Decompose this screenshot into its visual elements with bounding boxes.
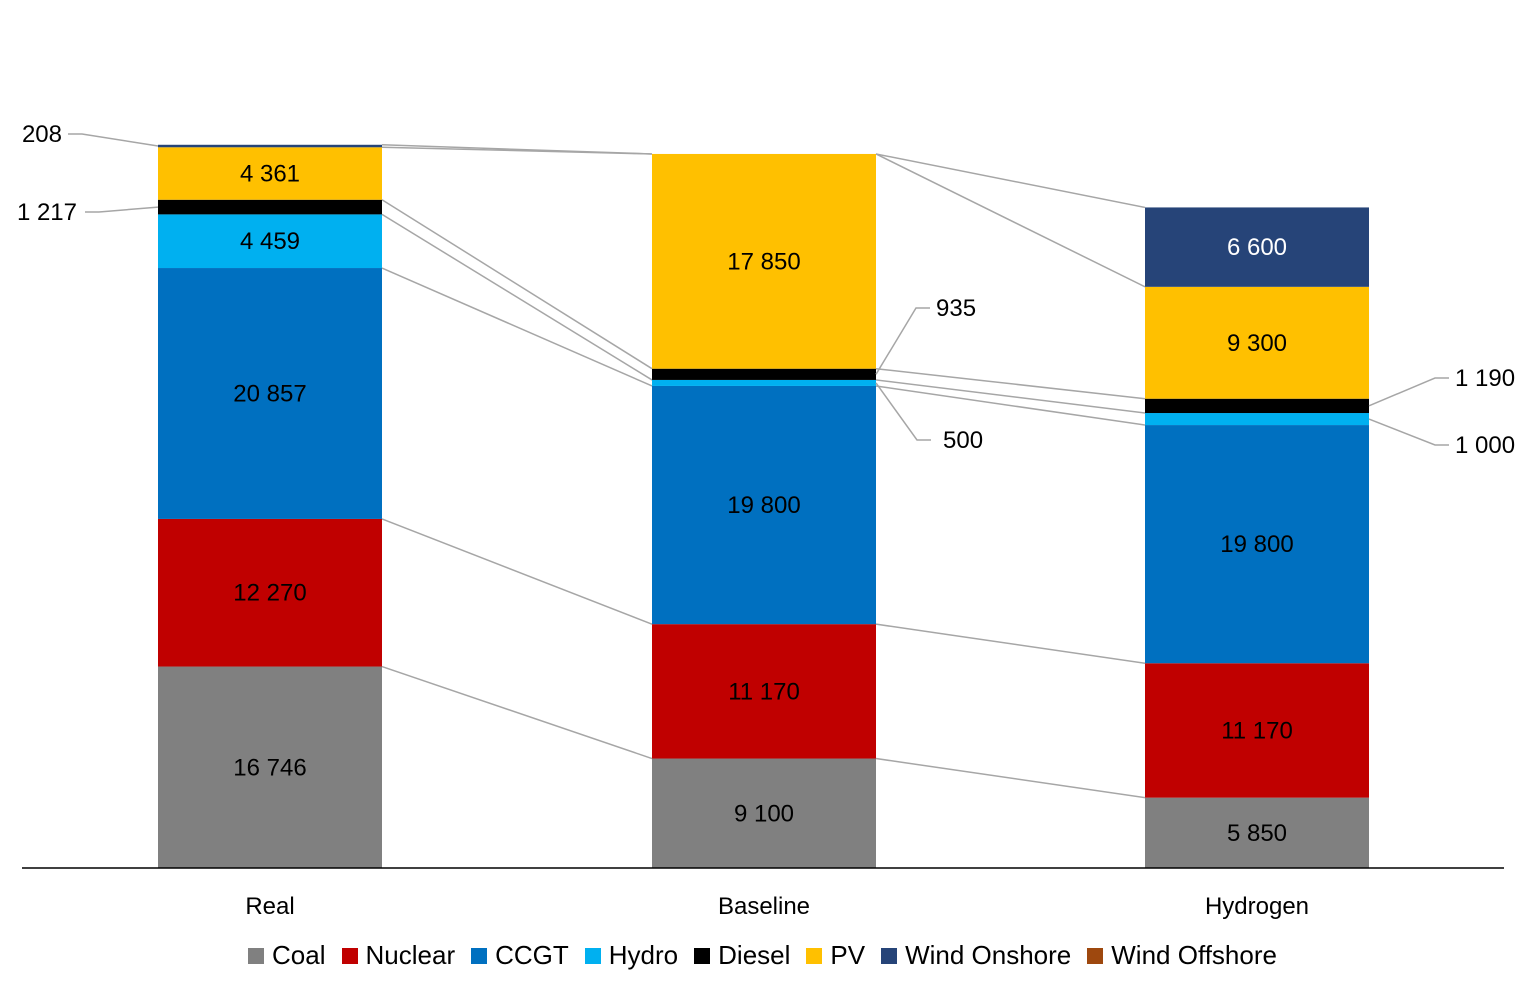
data-label-ccgt-hydrogen: 19 800 [1220,531,1293,558]
legend-label-pv: PV [830,940,866,970]
callout-label-hydro-hydrogen: 1 000 [1455,432,1515,459]
data-label-nuclear-baseline: 11 170 [728,678,800,705]
connector-line-pv [875,153,1146,288]
category-label-hydrogen: Hydrogen [1205,893,1309,920]
connector-lines [381,144,1146,799]
bar-segment-hydro-hydrogen [1145,413,1369,426]
data-label-coal-real: 16 746 [233,754,306,781]
data-label-nuclear-hydrogen: 11 170 [1221,717,1293,744]
legend-swatch-diesel [694,947,711,964]
category-label-real: Real [245,893,294,920]
connector-line-coal [381,665,653,760]
bar-segment-coal-real [158,666,382,868]
connector-line-coal [875,757,1146,799]
data-label-ccgt-baseline: 19 800 [727,492,800,519]
data-label-pv-hydrogen: 9 300 [1227,330,1287,357]
connector-line-hydro [381,213,653,381]
connector-line-diesel [381,199,653,370]
bar-segment-wind-onshore-real [158,144,382,148]
callout-line-diesel-real [85,206,159,213]
legend-label-ccgt: CCGT [495,940,569,970]
bar-segment-hydro-baseline [652,379,876,386]
legend-item-hydro: Hydro [584,940,679,971]
legend-item-nuclear: Nuclear [341,940,456,971]
stacked-bar-chart: 16 746 12 270 20 857 4 459 4 361 9 100 11 170 1… [17,121,1515,920]
callout-line-wind-onshore-real [68,133,159,147]
bar-segment-ccgt-baseline [652,385,876,625]
callout-label-wind-onshore-real: 208 [22,121,62,148]
legend-swatch-pv [806,947,823,964]
legend-item-diesel: Diesel [694,940,790,971]
legend-item-ccgt: CCGT [471,940,569,971]
connector-line-ccgt [381,267,653,387]
bar-segment-coal-baseline [652,758,876,868]
connector-line-wind-onshore [381,144,653,155]
bar-segment-wind-onshore-hydrogen [1145,207,1369,287]
callout-line-hydro-hydrogen [1368,418,1449,446]
callout-label-hydro-baseline: 500 [943,427,983,454]
bar-segment-pv-hydrogen [1145,286,1369,399]
legend-item-wind-offshore: Wind Offshore [1087,940,1277,971]
connector-line-hydro [875,379,1146,414]
legend-item-pv: PV [806,940,865,971]
category-labels: Real Baseline Hydrogen [245,893,1309,920]
category-label-baseline: Baseline [718,893,810,920]
bar-segment-hydro-real [158,214,382,269]
callout-line-hydro-baseline [875,382,931,441]
data-label-hydro-real: 4 459 [240,228,300,255]
connector-line-ccgt [875,385,1146,426]
data-label-pv-baseline: 17 850 [727,248,800,275]
connector-line-diesel [875,367,1146,400]
bar-segment-pv-baseline [652,153,876,369]
bar-segment-coal-hydrogen [1145,797,1369,868]
legend-label-hydro: Hydro [608,940,679,970]
callout-labels: 208 1 217 935 500 1 190 1 000 [17,121,1515,459]
legend-swatch-nuclear [341,947,358,964]
connector-line-wind-onshore [875,153,1146,209]
data-label-wind-onshore-hydrogen: 6 600 [1227,234,1287,261]
legend-item-coal: Coal [248,940,326,971]
legend-label-coal: Coal [272,940,326,970]
bar-segment-pv-real [158,147,382,200]
legend-swatch-coal [248,947,265,964]
segment-labels: 16 746 12 270 20 857 4 459 4 361 9 100 11 170 1… [233,161,1293,847]
legend-item-wind-onshore: Wind Onshore [881,940,1071,971]
bar-segment-ccgt-hydrogen [1145,425,1369,664]
bar-segment-nuclear-baseline [652,624,876,759]
bar-segment-nuclear-hydrogen [1145,663,1369,798]
connector-line-nuclear [381,518,653,625]
callout-label-diesel-baseline: 935 [936,295,976,322]
legend-label-nuclear: Nuclear [365,940,456,970]
callout-line-diesel-hydrogen [1368,377,1449,407]
legend: Coal Nuclear CCGT Hydro Diesel PV Wind Onshore… [0,940,1525,971]
legend-swatch-wind-onshore [881,947,898,964]
bar-segment-diesel-real [158,199,382,215]
data-label-coal-hydrogen: 5 850 [1227,820,1287,847]
callout-label-diesel-real: 1 217 [17,199,77,226]
bar-segment-diesel-baseline [652,368,876,380]
legend-swatch-wind-offshore [1087,947,1104,964]
bars-group [158,144,1369,868]
legend-label-wind-onshore: Wind Onshore [905,940,1072,970]
data-label-ccgt-real: 20 857 [233,380,306,407]
legend-swatch-ccgt [471,947,488,964]
connector-line-nuclear [875,623,1146,664]
legend-swatch-hydro [584,947,601,964]
data-label-nuclear-real: 12 270 [233,580,306,607]
data-label-pv-real: 4 361 [240,161,300,188]
legend-label-diesel: Diesel [718,940,791,970]
legend-label-wind-offshore: Wind Offshore [1111,940,1277,970]
bar-segment-nuclear-real [158,518,382,667]
data-label-coal-baseline: 9 100 [734,800,794,827]
bar-segment-diesel-hydrogen [1145,398,1369,414]
callout-line-diesel-baseline [875,307,930,375]
callout-label-diesel-hydrogen: 1 190 [1455,365,1515,392]
bar-segment-ccgt-real [158,268,382,519]
